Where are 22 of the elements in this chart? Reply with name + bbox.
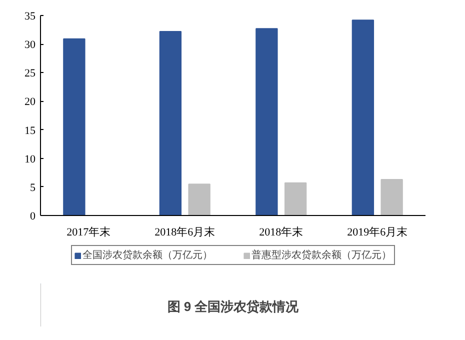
y-tick-label: 5 (30, 182, 36, 194)
bar (256, 28, 278, 216)
y-tick-label: 15 (24, 124, 36, 137)
y-tick-label: 20 (24, 96, 36, 108)
y-tick-label: 0 (30, 210, 36, 222)
x-tick-label: 2018年末 (259, 226, 304, 238)
bar (352, 20, 374, 216)
legend-label: 全国涉农贷款余额（万亿元） (82, 248, 212, 262)
y-tick-label: 25 (24, 68, 36, 80)
x-tick-label: 2017年末 (66, 226, 111, 238)
bar (159, 31, 182, 216)
y-tick-label: 30 (24, 39, 36, 52)
bar (63, 38, 86, 216)
x-tick-label: 2018年6月末 (154, 226, 216, 238)
y-tick-label: 35 (24, 10, 36, 22)
text: 图 9 全国涉农贷款情况 (167, 298, 300, 314)
bar (284, 182, 307, 216)
legend-label: 普惠型涉农贷款余额（万亿元） (252, 248, 392, 262)
bar (188, 184, 210, 216)
x-tick-label: 2019年6月末 (347, 226, 408, 238)
y-tick-label: 10 (24, 153, 36, 166)
bar (380, 179, 403, 216)
